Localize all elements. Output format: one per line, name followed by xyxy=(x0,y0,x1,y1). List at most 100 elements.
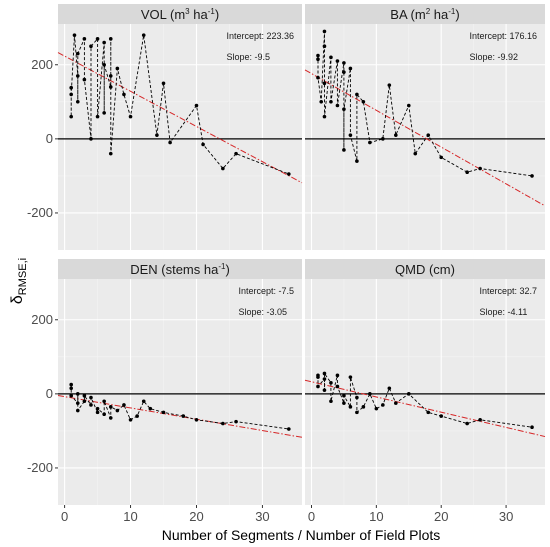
data-point xyxy=(122,403,126,407)
x-tick-label: 10 xyxy=(123,509,137,524)
data-point xyxy=(75,100,80,104)
data-point xyxy=(89,395,93,400)
data-point xyxy=(108,74,113,78)
data-point xyxy=(465,421,469,426)
facet-title: QMD (cm) xyxy=(395,262,455,277)
data-point xyxy=(69,386,73,391)
facet-title-part: DEN (stems ha xyxy=(130,262,219,277)
data-point xyxy=(221,166,225,171)
series-line xyxy=(317,31,533,177)
data-point xyxy=(82,399,87,404)
facet-strip xyxy=(305,259,545,279)
facet-title: BA (m2 ha-1) xyxy=(390,7,459,22)
data-point xyxy=(287,427,291,431)
data-point xyxy=(122,92,126,97)
data-point xyxy=(322,81,327,86)
data-point xyxy=(387,83,392,87)
slope-annotation: Slope: -3.05 xyxy=(238,307,287,317)
data-point xyxy=(394,133,398,137)
data-point xyxy=(316,384,320,389)
facet-title-part: QMD (cm) xyxy=(395,262,455,277)
facet-panel-4: QMD (cm) Intercept: 32.7 Slope: -4.11 0 10 20… xyxy=(304,259,546,524)
data-point xyxy=(95,410,100,415)
data-point xyxy=(406,103,411,108)
data-point xyxy=(319,100,324,104)
facet-title-part: BA (m xyxy=(390,7,425,22)
data-point xyxy=(322,371,327,376)
x-tick-label: 30 xyxy=(255,509,269,524)
slope-annotation: Slope: -9.92 xyxy=(469,52,518,62)
data-point xyxy=(322,29,327,34)
data-point xyxy=(381,137,385,141)
slope-annotation: Slope: -9.5 xyxy=(226,52,270,62)
data-point xyxy=(342,107,346,112)
data-point xyxy=(329,380,333,385)
data-point xyxy=(322,377,327,381)
data-point xyxy=(355,395,359,400)
data-point xyxy=(201,142,205,147)
data-point xyxy=(530,174,534,178)
facet-title-part: -1 xyxy=(218,262,226,271)
data-point xyxy=(426,133,431,137)
data-point xyxy=(335,59,340,63)
data-point xyxy=(342,61,346,65)
data-point xyxy=(194,103,199,108)
data-point xyxy=(82,37,87,41)
data-point xyxy=(287,172,291,176)
data-point xyxy=(95,37,100,41)
data-point xyxy=(108,85,113,89)
data-point xyxy=(115,408,120,413)
data-point xyxy=(387,386,392,391)
intercept-annotation: Intercept: 223.36 xyxy=(226,31,294,41)
facet-panel-2: BA (m2 ha-1) Intercept: 176.16 Slope: -9.9… xyxy=(304,4,546,250)
data-point xyxy=(75,74,80,78)
data-point xyxy=(168,140,172,145)
panel-background xyxy=(58,279,302,505)
data-point xyxy=(329,55,333,60)
data-point xyxy=(102,399,106,404)
data-point xyxy=(108,151,113,156)
y-axis-title-main: δ xyxy=(9,295,26,304)
data-point xyxy=(234,151,238,156)
x-tick-label: 20 xyxy=(189,509,203,524)
data-point xyxy=(181,414,186,418)
facet-panel-3: DEN (stems ha-1) Intercept: -7.5 Slope: -3… xyxy=(27,259,303,524)
data-point xyxy=(374,406,379,411)
data-point xyxy=(335,373,340,378)
y-axis-title: δRMSE,i xyxy=(9,258,29,304)
data-point xyxy=(368,140,372,145)
data-point xyxy=(89,137,93,141)
data-point xyxy=(102,62,106,67)
facet-strip xyxy=(58,259,302,279)
data-point xyxy=(316,53,320,58)
data-point xyxy=(465,170,469,174)
data-point xyxy=(75,51,80,56)
data-point xyxy=(75,401,80,405)
data-point xyxy=(316,57,320,61)
data-point xyxy=(95,114,100,119)
facet-title-part: -1 xyxy=(208,7,216,16)
data-point xyxy=(322,114,327,119)
data-point xyxy=(161,81,166,86)
slope-annotation: Slope: -4.11 xyxy=(479,307,527,317)
y-axis-title-sub: RMSE,i xyxy=(17,258,29,295)
y-tick-label: 0 xyxy=(46,386,53,401)
data-point xyxy=(342,401,346,405)
data-point xyxy=(348,66,353,71)
data-point xyxy=(75,408,80,413)
data-point xyxy=(108,37,113,41)
x-axis-title: Number of Segments / Number of Field Plo… xyxy=(162,527,441,543)
axis-labels: Number of Segments / Number of Field Plo… xyxy=(9,258,440,543)
data-point xyxy=(141,33,146,37)
data-point xyxy=(342,393,346,398)
data-point xyxy=(348,405,353,409)
data-point xyxy=(141,399,146,404)
data-point xyxy=(348,133,353,137)
data-point xyxy=(82,393,87,398)
data-point xyxy=(102,412,106,417)
data-point xyxy=(234,419,238,424)
facet-panel-1: VOL (m3 ha-1) Intercept: 223.36 Slope: -9.… xyxy=(27,4,303,250)
y-tick-label: 0 xyxy=(46,131,53,146)
data-point xyxy=(348,375,353,379)
